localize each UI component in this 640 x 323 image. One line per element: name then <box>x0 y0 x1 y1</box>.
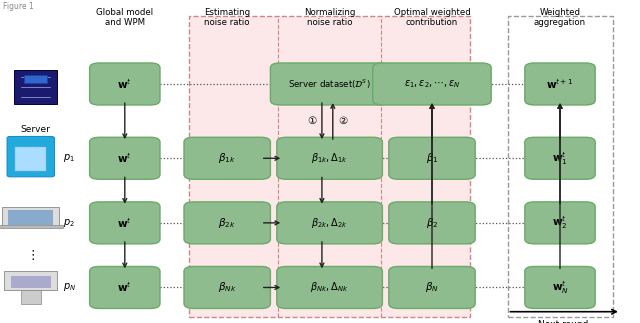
FancyBboxPatch shape <box>15 147 46 171</box>
FancyBboxPatch shape <box>372 63 492 105</box>
Text: Estimating
noise ratio: Estimating noise ratio <box>204 8 250 27</box>
FancyBboxPatch shape <box>270 63 388 105</box>
Text: $\beta_2$: $\beta_2$ <box>426 216 438 230</box>
Text: Next round: Next round <box>538 320 588 323</box>
Text: Weighted
aggregation: Weighted aggregation <box>534 8 586 27</box>
Text: $\mathbf{w}^{t+1}$: $\mathbf{w}^{t+1}$ <box>547 77 573 91</box>
Text: $\vdots$: $\vdots$ <box>26 248 35 262</box>
Text: $\mathbf{w}^t$: $\mathbf{w}^t$ <box>117 281 132 294</box>
FancyBboxPatch shape <box>277 202 383 244</box>
FancyBboxPatch shape <box>525 137 595 179</box>
FancyBboxPatch shape <box>0 225 63 228</box>
Text: $\beta_1$: $\beta_1$ <box>426 151 438 165</box>
FancyBboxPatch shape <box>2 207 60 227</box>
FancyBboxPatch shape <box>389 202 476 244</box>
Text: $p_N$: $p_N$ <box>63 281 76 294</box>
Text: $\mathbf{w}^t$: $\mathbf{w}^t$ <box>117 77 132 91</box>
Text: $\mathbf{w}^t$: $\mathbf{w}^t$ <box>117 216 132 230</box>
Text: $\epsilon_1, \epsilon_2, \cdots, \epsilon_N$: $\epsilon_1, \epsilon_2, \cdots, \epsilo… <box>404 78 460 90</box>
Text: Optimal weighted
contribution: Optimal weighted contribution <box>394 8 470 27</box>
FancyBboxPatch shape <box>389 266 476 308</box>
Text: $\mathbf{w}_N^t$: $\mathbf{w}_N^t$ <box>552 279 568 296</box>
FancyBboxPatch shape <box>90 137 160 179</box>
Text: $\beta_{Nk}, \Delta_{Nk}$: $\beta_{Nk}, \Delta_{Nk}$ <box>310 280 349 295</box>
FancyBboxPatch shape <box>7 136 54 177</box>
FancyBboxPatch shape <box>277 266 383 308</box>
FancyBboxPatch shape <box>389 137 476 179</box>
FancyBboxPatch shape <box>184 266 270 308</box>
FancyBboxPatch shape <box>90 63 160 105</box>
Text: $\beta_{1k}, \Delta_{1k}$: $\beta_{1k}, \Delta_{1k}$ <box>311 151 348 165</box>
Text: ①: ① <box>308 116 317 126</box>
FancyBboxPatch shape <box>184 202 270 244</box>
Text: $\beta_{1k}$: $\beta_{1k}$ <box>218 151 236 165</box>
Text: Global model
and WPM: Global model and WPM <box>96 8 154 27</box>
FancyBboxPatch shape <box>525 266 595 308</box>
FancyBboxPatch shape <box>90 266 160 308</box>
Text: $\beta_{Nk}$: $\beta_{Nk}$ <box>218 280 236 295</box>
Text: Server dataset$(\mathcal{D}^S)$: Server dataset$(\mathcal{D}^S)$ <box>288 77 371 91</box>
Text: Server: Server <box>20 125 50 134</box>
Text: Normalizing
noise ratio: Normalizing noise ratio <box>304 8 355 27</box>
Text: $p_2$: $p_2$ <box>63 217 74 229</box>
FancyBboxPatch shape <box>8 211 53 224</box>
Text: Figure 1: Figure 1 <box>3 2 34 11</box>
Text: $p_1$: $p_1$ <box>63 152 74 164</box>
FancyBboxPatch shape <box>14 70 57 104</box>
Text: $\beta_{2k}, \Delta_{2k}$: $\beta_{2k}, \Delta_{2k}$ <box>311 216 348 230</box>
Text: $\beta_{2k}$: $\beta_{2k}$ <box>218 216 236 230</box>
FancyBboxPatch shape <box>4 271 57 290</box>
FancyBboxPatch shape <box>90 202 160 244</box>
FancyBboxPatch shape <box>24 75 47 83</box>
Text: $\mathbf{w}^t$: $\mathbf{w}^t$ <box>117 151 132 165</box>
FancyBboxPatch shape <box>525 63 595 105</box>
FancyBboxPatch shape <box>189 16 470 317</box>
Text: $\beta_N$: $\beta_N$ <box>425 280 439 295</box>
Text: ②: ② <box>338 116 347 126</box>
FancyBboxPatch shape <box>508 16 613 317</box>
FancyBboxPatch shape <box>184 137 270 179</box>
FancyBboxPatch shape <box>11 276 51 287</box>
FancyBboxPatch shape <box>525 202 595 244</box>
Text: $\mathbf{w}_1^t$: $\mathbf{w}_1^t$ <box>552 150 568 167</box>
FancyBboxPatch shape <box>277 137 383 179</box>
Text: $\mathbf{w}_2^t$: $\mathbf{w}_2^t$ <box>552 214 568 231</box>
FancyBboxPatch shape <box>21 290 40 305</box>
